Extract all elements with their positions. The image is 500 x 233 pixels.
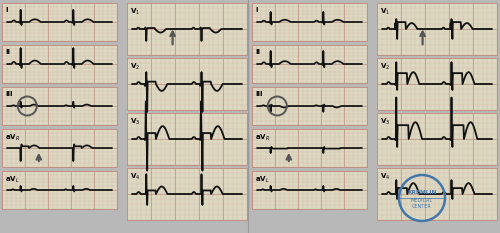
Bar: [2, 171, 117, 209]
Text: V$_1$: V$_1$: [130, 7, 140, 17]
Bar: [252, 87, 367, 125]
Text: V$_3$: V$_3$: [130, 117, 140, 127]
Bar: [127, 3, 247, 55]
Bar: [377, 3, 497, 55]
Bar: [252, 129, 367, 167]
Bar: [252, 171, 367, 209]
Text: II: II: [5, 49, 10, 55]
Bar: [252, 45, 367, 83]
Text: I: I: [5, 7, 8, 13]
Bar: [127, 113, 247, 165]
Bar: [2, 129, 117, 167]
Text: V$_4$: V$_4$: [130, 172, 140, 182]
Bar: [377, 168, 497, 220]
Bar: [127, 113, 247, 165]
Bar: [2, 87, 117, 125]
Bar: [252, 129, 367, 167]
Bar: [377, 168, 497, 220]
Text: KREMLIN: KREMLIN: [408, 191, 436, 195]
Bar: [252, 3, 367, 41]
Bar: [252, 171, 367, 209]
Bar: [377, 58, 497, 110]
Bar: [127, 168, 247, 220]
Bar: [127, 168, 247, 220]
Text: V$_4$: V$_4$: [380, 172, 390, 182]
Text: III: III: [5, 91, 12, 97]
Text: V$_2$: V$_2$: [380, 62, 390, 72]
Text: V$_2$: V$_2$: [130, 62, 140, 72]
Bar: [127, 58, 247, 110]
Bar: [2, 3, 117, 41]
Text: III: III: [255, 91, 262, 97]
Bar: [2, 3, 117, 41]
Text: V$_3$: V$_3$: [380, 117, 390, 127]
Bar: [377, 58, 497, 110]
Bar: [2, 87, 117, 125]
Text: MEDICAL: MEDICAL: [411, 199, 433, 203]
Bar: [252, 87, 367, 125]
Bar: [2, 129, 117, 167]
Text: aV$_R$: aV$_R$: [5, 133, 20, 143]
Bar: [377, 113, 497, 165]
Bar: [2, 171, 117, 209]
Text: aV$_L$: aV$_L$: [255, 175, 270, 185]
Bar: [377, 113, 497, 165]
Bar: [252, 45, 367, 83]
Text: aV$_L$: aV$_L$: [5, 175, 20, 185]
Text: I: I: [255, 7, 258, 13]
Text: V$_1$: V$_1$: [380, 7, 390, 17]
Bar: [127, 58, 247, 110]
Text: II: II: [255, 49, 260, 55]
Bar: [252, 3, 367, 41]
Bar: [377, 3, 497, 55]
Bar: [2, 45, 117, 83]
Bar: [2, 45, 117, 83]
Text: CENTER: CENTER: [412, 205, 432, 209]
Bar: [127, 3, 247, 55]
Text: aV$_R$: aV$_R$: [255, 133, 270, 143]
